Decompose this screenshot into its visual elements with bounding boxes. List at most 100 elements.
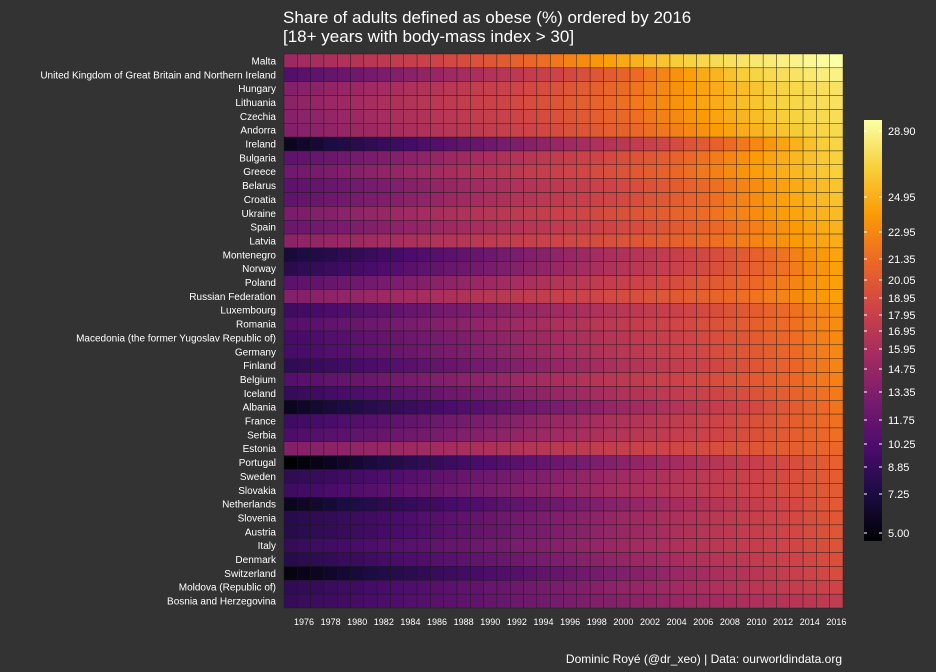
heatmap-cell bbox=[789, 469, 804, 484]
heatmap-cell bbox=[536, 289, 551, 304]
heatmap-cell bbox=[589, 53, 604, 69]
heatmap-cell bbox=[297, 53, 311, 69]
heatmap-cell bbox=[510, 289, 524, 304]
heatmap-cell bbox=[496, 386, 511, 401]
heatmap-cell bbox=[683, 524, 697, 539]
heatmap-cell bbox=[616, 123, 631, 138]
heatmap-cell bbox=[696, 400, 711, 415]
heatmap-cell bbox=[563, 316, 578, 332]
heatmap-cell bbox=[510, 400, 524, 415]
heatmap-cell bbox=[363, 593, 378, 609]
heatmap-cell bbox=[696, 233, 711, 249]
heatmap-cell bbox=[523, 400, 538, 415]
heatmap-cell bbox=[589, 372, 604, 387]
heatmap-cell bbox=[390, 427, 404, 443]
heatmap-cell bbox=[643, 192, 657, 207]
heatmap-cell bbox=[563, 219, 578, 235]
heatmap-cell bbox=[456, 136, 471, 152]
heatmap-cell bbox=[603, 178, 617, 193]
heatmap-cell bbox=[376, 593, 391, 609]
heatmap-cell bbox=[683, 372, 697, 387]
country-label: Andorra bbox=[240, 126, 276, 137]
heatmap-cell bbox=[829, 289, 844, 304]
heatmap-cell bbox=[669, 136, 684, 152]
x-tick-label: 1994 bbox=[534, 617, 554, 627]
heatmap-cell bbox=[323, 123, 338, 138]
heatmap-cell bbox=[337, 219, 351, 235]
heatmap-cell bbox=[390, 316, 404, 332]
heatmap-cell bbox=[762, 219, 777, 235]
heatmap-cell bbox=[576, 289, 591, 304]
heatmap-cell bbox=[350, 233, 365, 249]
heatmap-cell bbox=[802, 593, 817, 609]
heatmap-cell bbox=[297, 164, 311, 179]
heatmap-cell bbox=[390, 150, 404, 165]
heatmap-cell bbox=[669, 261, 684, 276]
heatmap-cell bbox=[337, 538, 351, 553]
heatmap-cell bbox=[616, 510, 631, 526]
heatmap-cell bbox=[696, 123, 711, 138]
heatmap-cell bbox=[376, 178, 391, 193]
heatmap-cell bbox=[483, 303, 498, 318]
heatmap-cell bbox=[363, 344, 378, 359]
heatmap-cell bbox=[749, 413, 764, 429]
heatmap-cell bbox=[376, 441, 391, 456]
heatmap-cell bbox=[456, 150, 471, 165]
heatmap-cell bbox=[829, 136, 844, 152]
heatmap-cell bbox=[736, 455, 751, 470]
heatmap-cell bbox=[589, 67, 604, 82]
heatmap-cell bbox=[523, 81, 538, 96]
heatmap-cell bbox=[736, 413, 751, 429]
heatmap-cell bbox=[510, 469, 524, 484]
country-label: Albania bbox=[243, 403, 277, 414]
heatmap-cell bbox=[283, 67, 298, 82]
heatmap-cell bbox=[430, 303, 444, 318]
heatmap-cell bbox=[510, 358, 524, 373]
heatmap-cell bbox=[589, 192, 604, 207]
heatmap-cell bbox=[802, 400, 817, 415]
heatmap-cell bbox=[549, 67, 564, 82]
heatmap-cell bbox=[603, 150, 617, 165]
heatmap-cell bbox=[403, 483, 418, 498]
heatmap-cell bbox=[802, 136, 817, 152]
heatmap-cell bbox=[762, 441, 777, 456]
heatmap-cell bbox=[297, 358, 311, 373]
heatmap-cell bbox=[816, 316, 830, 332]
heatmap-cell bbox=[762, 413, 777, 429]
chart-caption: Dominic Royé (@dr_xeo) | Data: ourworldi… bbox=[566, 652, 842, 666]
heatmap-cell bbox=[297, 109, 311, 124]
heatmap-cell bbox=[483, 580, 498, 595]
heatmap-cell bbox=[403, 344, 418, 359]
heatmap-cell bbox=[523, 510, 538, 526]
heatmap-cell bbox=[589, 233, 604, 249]
heatmap-cell bbox=[656, 330, 671, 346]
heatmap-cell bbox=[829, 219, 844, 235]
heatmap-cell bbox=[310, 150, 325, 165]
heatmap-cell bbox=[376, 372, 391, 387]
heatmap-cell bbox=[310, 510, 325, 526]
x-tick-label: 1984 bbox=[400, 617, 420, 627]
heatmap-cell bbox=[683, 67, 697, 82]
heatmap-cell bbox=[430, 247, 444, 262]
heatmap-cell bbox=[297, 580, 311, 595]
heatmap-cell bbox=[297, 524, 311, 539]
heatmap-cell bbox=[297, 81, 311, 96]
heatmap-cell bbox=[403, 593, 418, 609]
heatmap-cell bbox=[669, 275, 684, 290]
heatmap-cell bbox=[510, 95, 524, 110]
heatmap-cell bbox=[416, 497, 431, 512]
legend-tick-label: 20.05 bbox=[888, 275, 916, 287]
heatmap-cell bbox=[589, 469, 604, 484]
heatmap-cell bbox=[549, 219, 564, 235]
heatmap-cell bbox=[350, 413, 365, 429]
heatmap-cell bbox=[789, 247, 804, 262]
heatmap-cell bbox=[297, 219, 311, 235]
country-label: Ukraine bbox=[242, 209, 277, 220]
heatmap-cell bbox=[337, 67, 351, 82]
heatmap-cell bbox=[510, 261, 524, 276]
heatmap-cell bbox=[829, 275, 844, 290]
heatmap-cell bbox=[363, 81, 378, 96]
heatmap-cell bbox=[523, 261, 538, 276]
heatmap-cell bbox=[523, 247, 538, 262]
heatmap-cell bbox=[536, 275, 551, 290]
